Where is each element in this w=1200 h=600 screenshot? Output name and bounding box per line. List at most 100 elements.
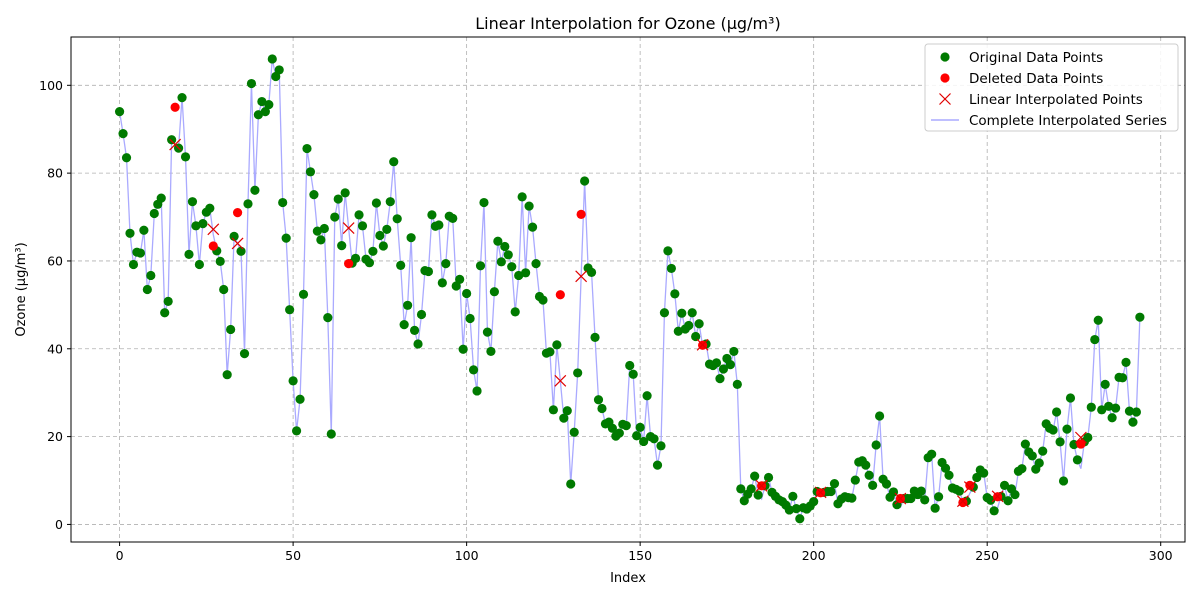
original-point bbox=[1020, 439, 1030, 449]
original-point bbox=[399, 320, 409, 330]
original-point bbox=[940, 463, 951, 473]
original-point bbox=[187, 197, 198, 207]
deleted-point bbox=[1076, 439, 1086, 449]
original-point bbox=[302, 143, 312, 154]
original-point bbox=[1121, 357, 1131, 367]
y-axis-label: Ozone (µg/m³) bbox=[14, 242, 29, 336]
original-point bbox=[1110, 403, 1121, 413]
interpolated-point bbox=[575, 270, 588, 283]
original-point bbox=[215, 256, 225, 266]
original-point bbox=[423, 266, 434, 277]
interpolated-point-stroke bbox=[231, 237, 244, 250]
y-tick-label: 60 bbox=[47, 253, 63, 268]
original-point bbox=[194, 259, 204, 270]
linear-interpolated-points bbox=[169, 138, 1087, 508]
x-tick-label: 50 bbox=[285, 548, 301, 563]
x-axis-ticks: 0 50 100 150 200 250 300 bbox=[116, 542, 1173, 563]
original-point bbox=[507, 262, 517, 272]
original-point bbox=[906, 493, 916, 504]
original-point bbox=[184, 249, 194, 259]
original-point bbox=[385, 197, 395, 207]
deleted-point bbox=[958, 497, 968, 508]
original-point bbox=[1128, 417, 1138, 427]
original-point bbox=[121, 153, 132, 163]
original-point bbox=[462, 288, 472, 299]
original-point bbox=[538, 295, 548, 305]
original-point bbox=[552, 340, 562, 350]
original-point bbox=[788, 491, 798, 501]
original-point bbox=[566, 479, 576, 489]
original-point bbox=[732, 379, 742, 389]
original-point bbox=[652, 460, 663, 470]
original-point bbox=[1003, 496, 1013, 506]
legend-label-original: Original Data Points bbox=[969, 50, 1103, 66]
original-point bbox=[691, 331, 701, 342]
original-point bbox=[753, 490, 763, 500]
original-point bbox=[711, 358, 722, 368]
original-point bbox=[847, 493, 857, 503]
original-point bbox=[639, 436, 649, 447]
original-point bbox=[403, 300, 413, 310]
original-point bbox=[1107, 413, 1117, 423]
chart-title: Linear Interpolation for Ozone (µg/m³) bbox=[475, 14, 780, 33]
original-point bbox=[382, 224, 392, 234]
original-point bbox=[954, 486, 965, 496]
original-point bbox=[281, 233, 291, 243]
original-point bbox=[1062, 424, 1072, 434]
original-point bbox=[340, 188, 350, 198]
interpolated-point-stroke bbox=[342, 222, 355, 234]
original-point bbox=[1010, 489, 1020, 500]
original-point bbox=[278, 197, 288, 208]
interpolated-point bbox=[696, 338, 709, 351]
original-point bbox=[475, 261, 486, 271]
original-point bbox=[1124, 406, 1135, 416]
legend-label-deleted: Deleted Data Points bbox=[969, 71, 1103, 87]
original-point bbox=[326, 429, 336, 439]
original-point bbox=[868, 480, 878, 490]
plot-frame bbox=[70, 36, 1186, 543]
original-point bbox=[368, 246, 378, 256]
original-point bbox=[1086, 402, 1096, 412]
x-tick-label: 0 bbox=[116, 548, 124, 563]
original-point bbox=[264, 100, 274, 110]
original-point bbox=[389, 157, 399, 167]
legend-label-series_line: Complete Interpolated Series bbox=[969, 113, 1167, 129]
interpolated-point-stroke bbox=[956, 495, 969, 508]
original-point bbox=[677, 308, 687, 318]
original-point bbox=[330, 212, 340, 222]
original-point bbox=[972, 472, 982, 483]
original-point bbox=[649, 434, 659, 444]
original-point bbox=[416, 309, 427, 320]
deleted-point bbox=[208, 241, 218, 251]
original-point bbox=[468, 365, 479, 375]
original-point bbox=[156, 193, 166, 203]
interpolated-point bbox=[894, 492, 907, 505]
original-point bbox=[666, 263, 676, 274]
original-point bbox=[406, 233, 416, 243]
original-point bbox=[597, 403, 607, 414]
x-axis-label: Index bbox=[610, 571, 646, 586]
original-point bbox=[323, 313, 333, 323]
original-point bbox=[257, 96, 267, 107]
original-point bbox=[1104, 401, 1114, 411]
original-point bbox=[628, 369, 638, 379]
original-point bbox=[229, 231, 239, 241]
legend-label-interpolated: Linear Interpolated Points bbox=[969, 92, 1143, 108]
original-point bbox=[1017, 464, 1027, 474]
original-point bbox=[791, 504, 801, 514]
interpolated-point-stroke bbox=[963, 481, 976, 494]
original-point bbox=[715, 374, 725, 384]
original-point bbox=[378, 241, 388, 251]
original-point bbox=[850, 475, 860, 485]
original-point bbox=[219, 284, 229, 295]
deleted-point bbox=[232, 208, 243, 218]
original-point bbox=[455, 274, 465, 284]
original-point bbox=[809, 497, 819, 507]
original-point bbox=[226, 324, 236, 335]
interpolated-point-stroke bbox=[991, 490, 1004, 503]
original-point bbox=[1131, 407, 1142, 417]
original-point bbox=[482, 327, 493, 337]
original-point bbox=[441, 258, 451, 269]
original-point bbox=[205, 203, 215, 213]
x-tick-label: 100 bbox=[455, 548, 479, 563]
